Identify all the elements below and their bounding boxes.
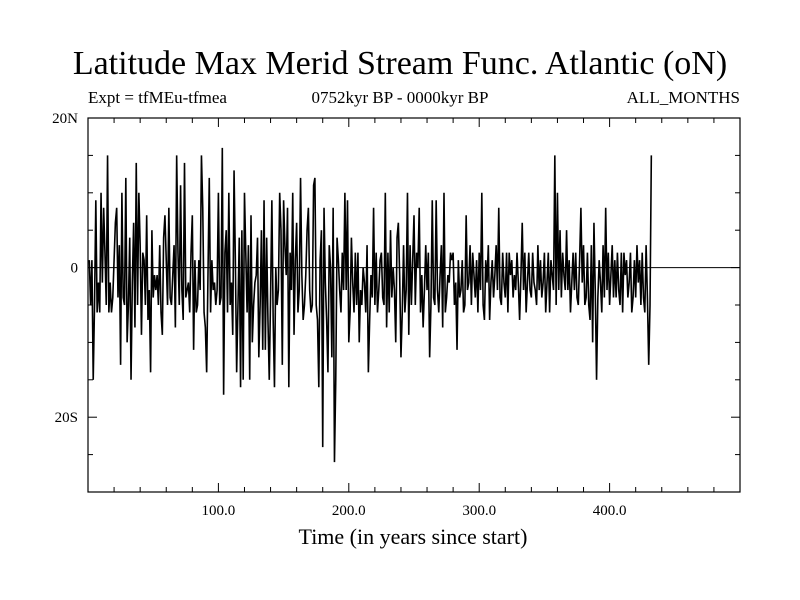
y-tick-label: 20N [52,111,78,127]
experiment-label: Expt = tfMEu-tfmea [88,88,227,107]
tick-labels: 100.0 200.0 300.0 400.0 20N 0 20S [52,111,626,519]
chart-title: Latitude Max Merid Stream Func. Atlantic… [72,45,728,82]
months-label: ALL_MONTHS [626,88,740,107]
period-label: 0752kyr BP - 0000kyr BP [311,88,489,107]
axis-ticks [88,118,740,492]
x-tick-label: 200.0 [332,503,366,519]
plot-frame [87,117,741,493]
y-tick-label: 0 [71,261,79,277]
x-tick-label: 400.0 [593,503,627,519]
x-tick-label: 300.0 [462,503,496,519]
x-axis-title: Time (in years since start) [298,524,528,549]
y-tick-label: 20S [55,410,78,426]
x-tick-label: 100.0 [202,503,236,519]
data-series-line [88,147,653,463]
